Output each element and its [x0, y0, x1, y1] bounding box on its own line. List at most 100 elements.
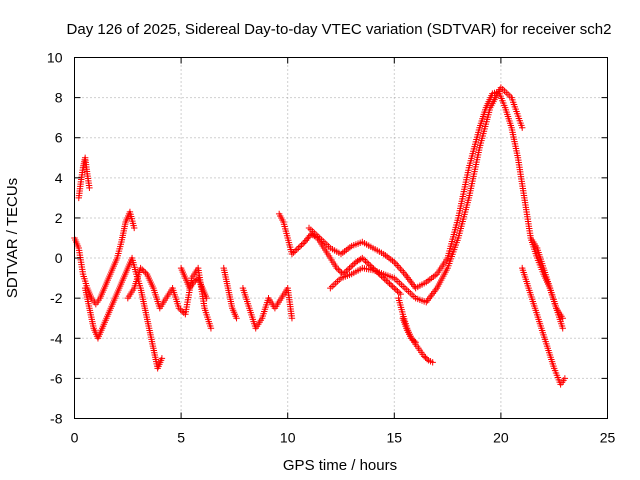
trace-marker	[293, 246, 300, 253]
trace-marker	[392, 286, 400, 293]
trace-marker	[341, 269, 348, 276]
y-axis-title: SDTVAR / TECUs	[4, 178, 21, 298]
trace-marker	[410, 337, 418, 345]
series-arc-f	[220, 264, 240, 322]
series-arc-a	[71, 208, 138, 308]
data-point	[295, 244, 302, 252]
trace-marker	[381, 275, 388, 283]
x-tick-label: 0	[71, 430, 79, 446]
trace-marker	[305, 233, 312, 241]
trace-marker	[178, 308, 186, 315]
series-arc-g	[239, 284, 296, 332]
trace-marker	[296, 243, 304, 250]
y-tick-label: 4	[55, 170, 63, 186]
plot-frame	[74, 57, 608, 419]
data-point	[137, 264, 144, 272]
y-tick-label: -8	[50, 411, 63, 427]
data-points	[71, 84, 569, 388]
trace-marker	[138, 266, 146, 273]
y-tick-label: 2	[55, 210, 63, 226]
data-point	[397, 290, 404, 298]
x-tick-label: 10	[280, 430, 296, 446]
x-axis-title: GPS time / hours	[283, 457, 397, 474]
trace-marker	[290, 249, 297, 256]
data-point	[359, 254, 366, 262]
data-point	[158, 355, 166, 362]
series-arc-m	[519, 264, 569, 388]
series-arc-l	[399, 315, 419, 346]
data-point	[420, 353, 428, 360]
trace-marker	[383, 277, 390, 284]
chart-title: Day 126 of 2025, Sidereal Day-to-day VTE…	[67, 21, 612, 38]
trace-marker	[336, 267, 344, 275]
data-point	[288, 315, 296, 322]
data-point	[429, 359, 436, 366]
trace-marker	[140, 267, 147, 275]
trace-marker	[347, 263, 355, 270]
series-arc-c	[81, 254, 166, 372]
trace-marker	[386, 280, 393, 287]
trace-marker	[298, 241, 305, 249]
data-point	[175, 304, 183, 312]
x-tick-label: 5	[177, 430, 185, 446]
trace-marker	[299, 240, 307, 247]
data-point	[207, 325, 215, 332]
y-tick-label: 0	[55, 250, 63, 266]
series-arc-b	[75, 154, 93, 202]
data-point	[203, 294, 210, 302]
data-point	[333, 264, 340, 272]
trace-marker	[423, 355, 431, 363]
data-point	[301, 238, 308, 246]
trace-marker	[335, 266, 342, 273]
trace-marker	[389, 283, 396, 290]
trace-marker	[291, 247, 299, 255]
trace-marker	[362, 257, 369, 265]
trace-marker	[349, 261, 356, 269]
trace-marker	[394, 287, 401, 295]
trace-marker	[367, 262, 374, 269]
x-tick-label: 25	[600, 430, 616, 446]
data-point	[412, 339, 419, 346]
data-point	[391, 284, 398, 292]
y-tick-label: 6	[55, 130, 63, 146]
data-point	[519, 124, 526, 131]
data-point	[561, 375, 569, 382]
x-tick-labels: 0 5 10 15 20 25	[71, 430, 616, 446]
trace-marker	[302, 237, 310, 244]
trace-marker	[357, 255, 364, 263]
y-tick-label: 10	[47, 50, 63, 66]
trace-marker	[142, 269, 149, 276]
trace-marker	[409, 336, 416, 343]
trace-marker	[422, 354, 429, 361]
trace-marker	[344, 266, 352, 273]
y-tick-label: -2	[50, 290, 63, 306]
data-point	[559, 325, 566, 332]
x-tick-label: 20	[493, 430, 509, 446]
series-arc-n	[527, 234, 566, 332]
data-point	[86, 184, 93, 192]
trace-marker	[379, 274, 387, 281]
series-arc-j	[327, 84, 526, 306]
data-point	[384, 278, 392, 286]
trace-marker	[177, 306, 184, 313]
data-point	[408, 335, 415, 342]
y-tick-label: -6	[50, 370, 63, 386]
data-point	[233, 315, 240, 322]
trace-marker	[395, 289, 403, 296]
trace-marker	[387, 281, 395, 289]
series-arc-d	[124, 264, 215, 332]
y-tick-label: -4	[50, 330, 63, 346]
series-arc-e	[177, 264, 210, 302]
trace-marker	[360, 256, 368, 263]
data-point	[559, 315, 566, 322]
trace-marker	[343, 267, 350, 275]
axis-ticks	[74, 57, 608, 419]
data-point	[288, 250, 296, 258]
data-point	[346, 264, 353, 272]
y-tick-label: 8	[55, 90, 63, 106]
trace-marker	[304, 235, 311, 243]
trace-marker	[363, 259, 371, 266]
trace-marker	[192, 277, 199, 284]
data-point	[190, 278, 198, 286]
